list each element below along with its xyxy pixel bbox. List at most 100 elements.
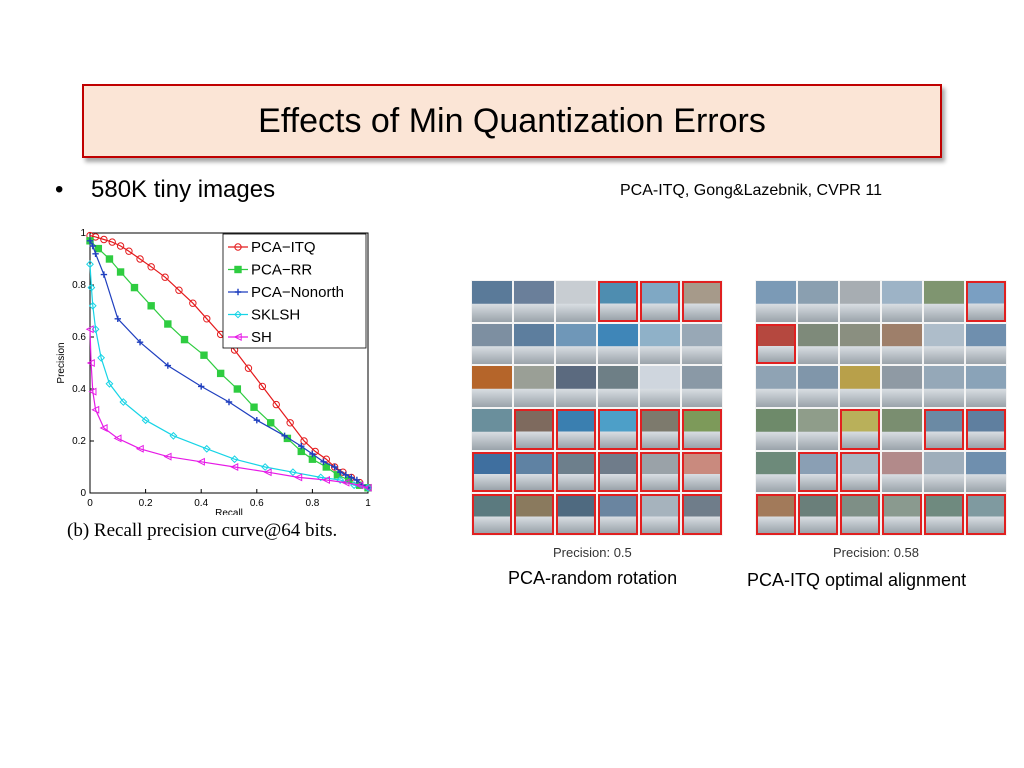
retrieved-image-thumbnail bbox=[798, 409, 838, 450]
data-point bbox=[355, 481, 364, 490]
legend-entry: SKLSH bbox=[251, 307, 300, 324]
retrieved-image-thumbnail bbox=[472, 409, 512, 450]
retrieved-image-thumbnail bbox=[882, 366, 922, 407]
data-point bbox=[258, 382, 267, 391]
retrieved-image-thumbnail bbox=[840, 323, 880, 365]
x-tick-label: 0.8 bbox=[305, 498, 319, 509]
retrieved-image-thumbnail bbox=[682, 494, 722, 535]
retrieved-image-thumbnail bbox=[882, 281, 922, 322]
retrieved-image-thumbnail bbox=[798, 281, 838, 322]
data-point bbox=[230, 455, 239, 464]
retrieved-image-thumbnail bbox=[640, 366, 680, 407]
retrieved-image-thumbnail bbox=[640, 281, 680, 322]
recall-precision-chart: 0 0.2 0.4 0.6 0.8 1 0 0.2 0.4 0.6 0.8 1 Recall Precis… bbox=[56, 228, 372, 515]
retrieved-image-thumbnail bbox=[514, 366, 554, 407]
data-point bbox=[97, 353, 106, 362]
retrieved-image-thumbnail bbox=[472, 451, 512, 493]
retrieved-image-thumbnail bbox=[598, 366, 638, 407]
data-point bbox=[261, 463, 270, 471]
retrieved-image-thumbnail bbox=[598, 323, 638, 365]
bullet-dot-icon: • bbox=[55, 176, 64, 203]
data-point bbox=[198, 383, 205, 390]
data-point bbox=[125, 247, 133, 255]
retrieved-image-thumbnail bbox=[682, 281, 722, 322]
retrieved-image-thumbnail bbox=[514, 323, 554, 365]
data-point bbox=[100, 235, 108, 244]
data-point bbox=[135, 444, 144, 453]
precision-label-itq-alignment: Precision: 0.58 bbox=[833, 545, 919, 560]
data-point bbox=[320, 458, 327, 465]
retrieved-image-thumbnail bbox=[472, 281, 512, 322]
retrieved-image-thumbnail bbox=[966, 409, 1006, 450]
y-tick-label: 0 bbox=[80, 488, 86, 499]
data-point bbox=[105, 379, 114, 388]
retrieved-image-thumbnail bbox=[840, 366, 880, 407]
legend-entry: PCA−ITQ bbox=[251, 239, 316, 256]
precision-label-random-rotation: Precision: 0.5 bbox=[553, 545, 632, 560]
data-point bbox=[298, 443, 305, 450]
data-point bbox=[189, 299, 197, 307]
data-point bbox=[331, 463, 338, 471]
data-point bbox=[88, 301, 97, 310]
retrieved-image-thumbnail bbox=[966, 323, 1006, 365]
data-point bbox=[100, 271, 108, 278]
data-point bbox=[216, 369, 225, 378]
y-tick-label: 0.4 bbox=[72, 384, 86, 395]
retrieved-image-thumbnail bbox=[840, 451, 880, 493]
retrieved-image-thumbnail bbox=[882, 451, 922, 493]
data-point bbox=[244, 364, 253, 372]
data-point bbox=[116, 268, 125, 276]
retrieved-image-thumbnail bbox=[966, 494, 1006, 535]
retrieved-image-thumbnail bbox=[966, 451, 1006, 493]
data-point bbox=[234, 310, 242, 319]
data-point bbox=[363, 483, 372, 492]
retrieved-image-thumbnail bbox=[598, 409, 638, 450]
data-point bbox=[233, 332, 242, 342]
retrieved-image-thumbnail bbox=[756, 366, 796, 407]
data-point bbox=[164, 362, 172, 369]
data-point bbox=[99, 423, 108, 433]
data-point bbox=[234, 288, 242, 296]
data-point bbox=[91, 405, 100, 414]
retrieved-image-thumbnail bbox=[472, 494, 512, 535]
data-point bbox=[164, 320, 172, 328]
data-point bbox=[337, 469, 344, 476]
data-point bbox=[88, 387, 97, 396]
retrieved-image-thumbnail bbox=[598, 494, 638, 535]
data-point bbox=[234, 243, 242, 251]
retrieved-image-thumbnail bbox=[840, 409, 880, 450]
data-point bbox=[202, 444, 211, 453]
data-point bbox=[196, 457, 205, 466]
data-point bbox=[322, 463, 331, 471]
data-point bbox=[300, 437, 308, 445]
retrieved-image-thumbnail bbox=[472, 366, 512, 407]
data-point bbox=[86, 260, 94, 269]
data-point bbox=[286, 419, 294, 427]
retrieved-image-thumbnail bbox=[798, 366, 838, 407]
retrieval-grid-itq-alignment bbox=[755, 280, 1007, 536]
retrieved-image-thumbnail bbox=[556, 323, 596, 365]
retrieved-image-thumbnail bbox=[556, 451, 596, 493]
retrieved-image-thumbnail bbox=[924, 366, 964, 407]
data-point bbox=[85, 325, 94, 334]
retrieved-image-thumbnail bbox=[682, 323, 722, 365]
retrieved-image-thumbnail bbox=[682, 409, 722, 450]
x-tick-label: 0.6 bbox=[250, 498, 264, 509]
data-point bbox=[86, 237, 94, 244]
legend-entry: PCA−RR bbox=[251, 262, 312, 279]
retrieved-image-thumbnail bbox=[924, 494, 964, 535]
data-point bbox=[200, 351, 208, 359]
data-point bbox=[225, 398, 233, 406]
retrieved-image-thumbnail bbox=[640, 494, 680, 535]
data-point bbox=[230, 462, 239, 472]
retrieved-image-thumbnail bbox=[924, 323, 964, 365]
data-point bbox=[267, 419, 275, 427]
data-point bbox=[94, 244, 103, 253]
data-point bbox=[353, 476, 361, 484]
retrieved-image-thumbnail bbox=[598, 281, 638, 322]
retrieved-image-thumbnail bbox=[924, 451, 964, 493]
data-point bbox=[114, 315, 121, 322]
data-point bbox=[272, 400, 280, 409]
data-point bbox=[233, 385, 242, 393]
retrieved-image-thumbnail bbox=[840, 281, 880, 322]
